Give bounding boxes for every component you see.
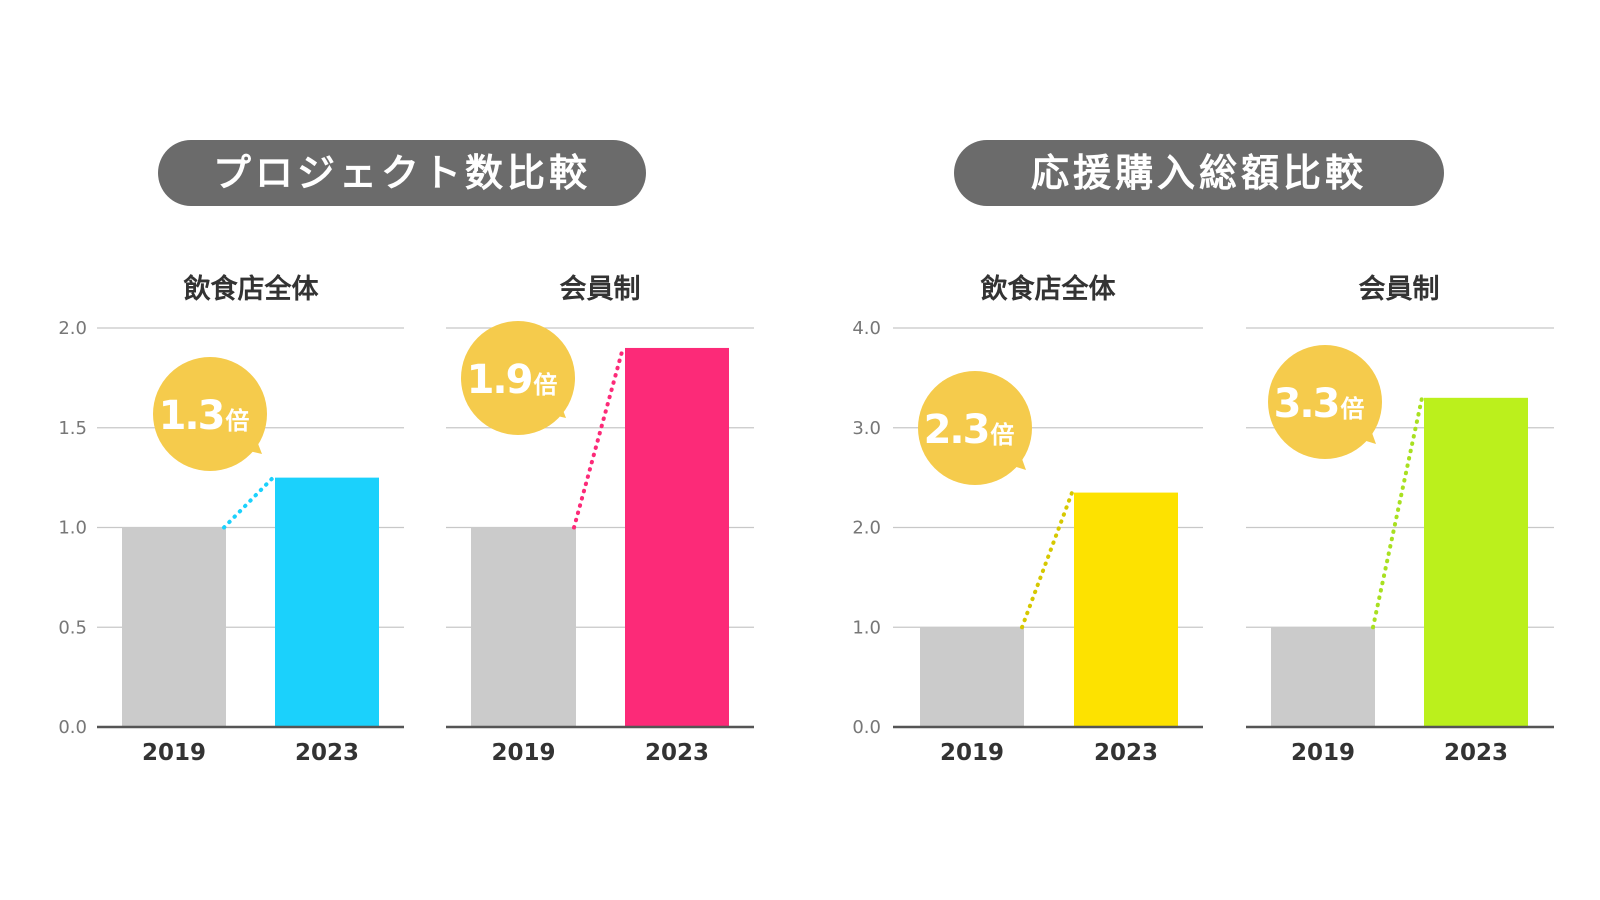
chart-subtitle-4: 会員制 [1359,274,1440,305]
growth-connector-dotted [1020,490,1074,630]
x-tick-label: 2023 [295,740,359,766]
group-title-pill-funding: 応援購入総額比較 [954,140,1444,206]
badge-tail [1350,416,1376,444]
bar-2023 [1424,397,1528,727]
badge-multiplier-unit: 倍 [533,371,557,399]
multiplier-badge: 3.3倍 [1268,345,1382,459]
x-tick-label: 2023 [645,740,709,766]
badge-multiplier-unit: 倍 [225,407,249,435]
chart-panel-1: 0.0 0.5 1.0 1.5 2.0 2019 2023 1.3倍 [58,318,404,766]
group-title: プロジェクト数比較 [213,151,591,195]
y-tick-label: 1.5 [58,418,87,439]
y-tick-label: 3.0 [852,418,881,439]
growth-connector-dotted [572,345,625,530]
badge-tail [1000,442,1026,470]
bar-2023 [275,477,379,727]
bar-2023 [1074,492,1178,727]
bar-2023 [625,347,729,727]
badge-multiplier-value: 1.3 [159,393,224,439]
chart-panel-3: 0.0 1.0 2.0 3.0 4.0 2019 2023 2.3倍 [852,318,1203,766]
y-tick-label: 1.0 [852,617,881,638]
x-tick-label: 2019 [940,740,1004,766]
bar-2019 [122,527,226,727]
badge-label: 3.3倍 [1274,381,1365,427]
growth-connector-dotted [1371,395,1424,630]
badge-multiplier-unit: 倍 [990,421,1014,449]
pill-background [954,140,1444,206]
y-tick-label: 0.0 [58,717,87,738]
badge-label: 1.3倍 [159,393,250,439]
badge-tail [236,428,262,454]
bar-2019 [471,527,576,727]
y-tick-label: 0.0 [852,717,881,738]
chart-subtitle-3: 飲食店全体 [980,273,1117,305]
badge-label: 2.3倍 [924,407,1015,453]
growth-connector-dotted [222,475,275,530]
badge-circle [918,371,1032,485]
multiplier-badge: 2.3倍 [918,371,1032,485]
chart-panel-2: 2019 2023 1.9倍 [446,321,754,766]
y-tick-label: 4.0 [852,318,881,339]
multiplier-badge: 1.9倍 [461,321,575,435]
y-tick-label: 2.0 [852,518,881,539]
y-tick-label: 2.0 [58,318,87,339]
badge-multiplier-unit: 倍 [1340,395,1364,423]
x-tick-label: 2023 [1444,740,1508,766]
chart-panel-4: 2019 2023 3.3倍 [1246,327,1554,766]
group-title-pill-projects: プロジェクト数比較 [158,140,646,206]
badge-label: 1.9倍 [467,357,558,403]
group-title: 応援購入総額比較 [1031,151,1367,195]
pill-background [158,140,646,206]
badge-circle [1268,345,1382,459]
x-tick-label: 2019 [1291,740,1355,766]
bar-2019 [1271,627,1375,727]
badge-multiplier-value: 3.3 [1274,381,1339,427]
badge-multiplier-value: 2.3 [924,407,989,453]
badge-circle [153,357,267,471]
chart-subtitle-2: 会員制 [560,274,641,305]
x-tick-label: 2023 [1094,740,1158,766]
y-tick-label: 1.0 [58,518,87,539]
chart-subtitle-1: 飲食店全体 [183,273,320,305]
badge-tail [540,392,566,418]
bar-2019 [920,627,1024,727]
y-tick-label: 0.5 [58,617,87,638]
badge-multiplier-value: 1.9 [467,357,532,403]
x-tick-label: 2019 [142,740,206,766]
x-tick-label: 2019 [491,740,555,766]
multiplier-badge: 1.3倍 [153,357,267,471]
